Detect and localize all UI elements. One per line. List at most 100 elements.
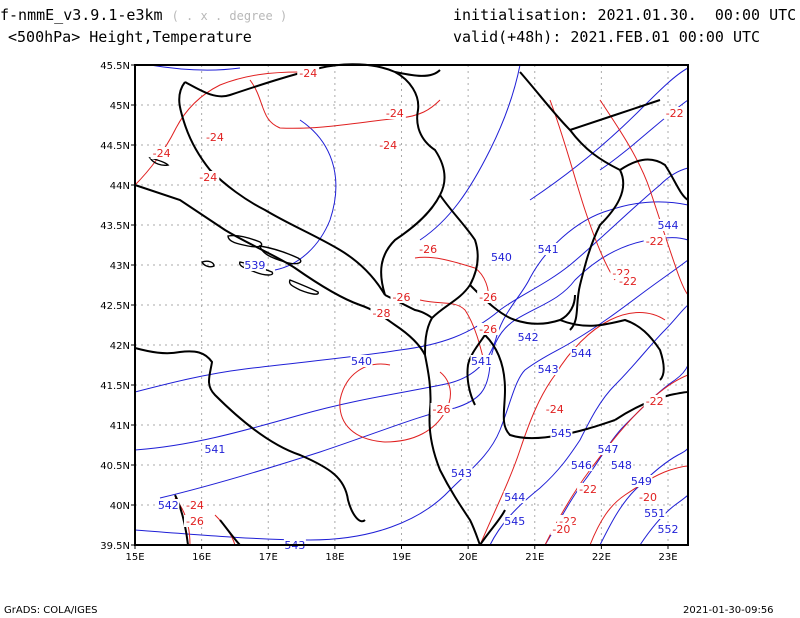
temp-label-bg: [417, 243, 440, 255]
coastline-italy: [134, 347, 366, 523]
coastlines-borders: [134, 63, 689, 546]
temp-label-bg: [183, 515, 206, 527]
lat-tick-label: 42N: [110, 341, 130, 352]
border-bih: [178, 81, 386, 296]
height-label-bg: [657, 523, 680, 535]
temp-contour: [339, 363, 451, 443]
height-contour: [544, 364, 689, 546]
height-label: 544: [504, 491, 525, 504]
height-label-bg: [657, 219, 680, 231]
temp-contour: [249, 79, 441, 129]
temp-label-bg: [383, 107, 406, 119]
height-label-bg: [203, 443, 226, 455]
height-label-bg: [570, 459, 593, 471]
init-label: initialisation:: [453, 6, 589, 24]
lon-tick-label: 23E: [658, 552, 677, 563]
temp-label-bg: [643, 235, 666, 247]
height-label-bg: [350, 355, 373, 367]
temp-label: -24: [386, 107, 404, 120]
temp-contour: [599, 99, 689, 296]
height-label-bg: [503, 515, 526, 527]
height-label: 542: [518, 331, 539, 344]
height-label-bg: [597, 443, 620, 455]
temp-label: -20: [552, 523, 570, 536]
temp-label: -24: [546, 403, 564, 416]
border-north: [184, 63, 446, 196]
height-label-bg: [490, 251, 513, 263]
height-contour: [149, 64, 241, 71]
temp-label-bg: [663, 107, 686, 119]
temp-label: -24: [199, 171, 217, 184]
height-label: 543: [451, 467, 472, 480]
valid-value: 2021.FEB.01 00:00 UTC: [570, 28, 761, 46]
height-label: 541: [471, 355, 492, 368]
lon-tick-label: 18E: [325, 552, 344, 563]
island: [148, 156, 170, 166]
temp-label: -24: [206, 131, 224, 144]
lat-tick-label: 44.5N: [100, 141, 130, 152]
border-bih-east: [380, 194, 441, 296]
temp-label-bg: [477, 323, 500, 335]
temperature-contours: [134, 71, 689, 546]
temp-label-bg: [377, 139, 400, 151]
lon-tick-label: 16E: [192, 552, 211, 563]
init-value: 2021.01.30. 00:00 UTC: [597, 6, 797, 24]
height-label-bg: [570, 347, 593, 359]
lon-tick-label: 19E: [392, 552, 411, 563]
lon-tick-label: 17E: [259, 552, 278, 563]
lat-tick-label: 45.5N: [100, 61, 130, 72]
temp-label: -22: [646, 235, 664, 248]
lon-tick-label: 21E: [525, 552, 544, 563]
temp-label-bg: [297, 67, 320, 79]
border-gr: [614, 391, 689, 421]
model-title: f-nmmE_v3.9.1-e3km ( . x . degree ): [0, 6, 287, 24]
temp-label: -24: [153, 147, 171, 160]
temp-label-bg: [617, 275, 640, 287]
height-label-bg: [470, 355, 493, 367]
temp-label: -26: [479, 323, 497, 336]
temp-label: -22: [579, 483, 597, 496]
model-name: f-nmmE_v3.9.1-e3km: [0, 6, 163, 24]
temp-label-bg: [637, 491, 660, 503]
lat-tick-label: 42.5N: [100, 301, 130, 312]
temp-label-bg: [370, 307, 393, 319]
temp-label-bg: [577, 483, 600, 495]
height-label: 544: [658, 219, 679, 232]
height-contour: [274, 119, 337, 271]
height-contour: [599, 99, 689, 171]
height-label: 548: [611, 459, 632, 472]
lat-tick-label: 41.5N: [100, 381, 130, 392]
temp-label-bg: [430, 403, 453, 415]
height-label-bg: [157, 499, 180, 511]
lat-tick-label: 40.5N: [100, 461, 130, 472]
height-label: 547: [598, 443, 619, 456]
temp-label: -28: [373, 307, 391, 320]
temp-label-bg: [643, 395, 666, 407]
height-label: 542: [158, 499, 179, 512]
valid-label: valid(+48h):: [453, 28, 562, 46]
temp-contour: [214, 514, 236, 546]
border-bg: [559, 318, 665, 381]
temp-contour: [134, 71, 301, 186]
height-label: 543: [538, 363, 559, 376]
border-serbia: [424, 194, 479, 356]
island: [201, 260, 215, 268]
lon-tick-label: 22E: [592, 552, 611, 563]
height-label: 545: [551, 427, 572, 440]
lat-tick-label: 43.5N: [100, 221, 130, 232]
temp-label: -20: [639, 491, 657, 504]
height-contour: [419, 64, 521, 241]
height-label-bg: [610, 459, 633, 471]
temp-contour: [479, 312, 666, 546]
footer-stamp: 2021-01-30-09:56: [683, 605, 774, 616]
footer-credit: GrADS: COLA/IGES: [4, 605, 98, 616]
init-line: initialisation: 2021.01.30. 00:00 UTC: [453, 6, 796, 24]
temp-label: -26: [432, 403, 450, 416]
temp-label: -24: [379, 139, 397, 152]
height-label: 540: [491, 251, 512, 264]
height-label-bg: [450, 467, 473, 479]
height-label-bg: [537, 243, 560, 255]
height-contour: [134, 201, 689, 451]
coastline-croatia: [134, 184, 426, 356]
